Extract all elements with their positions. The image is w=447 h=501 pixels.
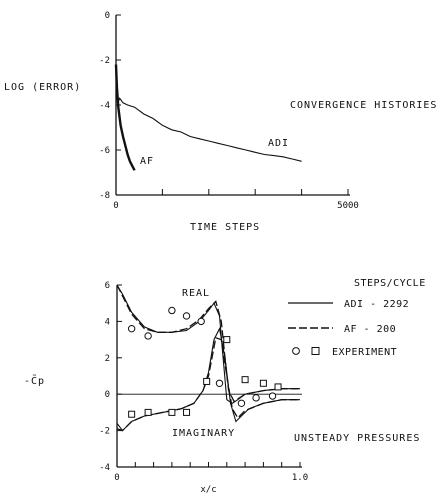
series-adi-label: ADI [268, 138, 289, 149]
y-tick-label: -4 [99, 463, 110, 473]
experiment-real-point [252, 394, 260, 402]
y-tick-label: -2 [99, 427, 110, 437]
experiment-imaginary-point [144, 408, 152, 416]
experiment-imaginary-point [241, 376, 249, 384]
x-tick-label: 0 [114, 473, 119, 483]
x-axis-label: x/c [200, 485, 216, 495]
experiment-real-point [144, 332, 152, 340]
legend-experiment-label: EXPERIMENT [332, 347, 397, 358]
x-axis-label: TIME STEPS [190, 222, 260, 233]
y-tick-label: 4 [105, 317, 110, 327]
x-tick-label: 0 [113, 201, 118, 211]
y-tick-label: -6 [99, 146, 110, 156]
adi-real-line [116, 284, 300, 404]
chart-title: UNSTEADY PRESSURES [294, 433, 420, 444]
legend-circle-marker [292, 347, 300, 355]
y-tick-label: 2 [105, 354, 110, 364]
experiment-imaginary-point [259, 379, 267, 387]
af-imaginary-line [116, 336, 300, 432]
y-tick-label: -8 [99, 191, 110, 201]
experiment-real-point [127, 324, 136, 333]
y-axis-label: LOG (ERROR) [4, 82, 81, 93]
experiment-real-point [268, 392, 277, 400]
af-real-line [116, 284, 300, 403]
legend-title: STEPS/CYCLE [354, 278, 426, 289]
experiment-imaginary-point [274, 383, 282, 391]
experiment-real-point [182, 312, 191, 320]
real-label: REAL [182, 288, 210, 299]
imaginary-label: IMAGINARY [172, 428, 235, 439]
experiment-real-point [215, 379, 224, 387]
experiment-imaginary-point [203, 377, 211, 385]
y-axis-label: -C̃p [24, 373, 45, 387]
experiment-imaginary-point [223, 336, 231, 344]
series-af-line [114, 64, 136, 171]
y-tick-label: 6 [105, 281, 110, 291]
y-tick-label: 0 [105, 390, 110, 400]
y-tick-label: -4 [99, 101, 110, 111]
experiment-real-point [168, 306, 176, 315]
experiment-real-point [237, 399, 246, 407]
series-af-label: AF [140, 156, 154, 167]
experiment-imaginary-point [168, 408, 176, 416]
chart-title: CONVERGENCE HISTORIES [290, 100, 437, 111]
y-tick-label: 0 [105, 11, 110, 21]
x-tick-label: 1.0 [292, 473, 308, 483]
legend-adi-label: ADI - 2292 [344, 299, 409, 310]
x-tick-label: 5000 [337, 201, 359, 211]
experiment-imaginary-point [183, 408, 191, 416]
pressure-chart: 6 4 2 0 -2 -4 0 1.0 REAL IMAGINARY STEPS/CYCLE ADI … [24, 278, 426, 495]
experiment-real-point [197, 317, 205, 326]
legend-square-marker [311, 347, 320, 355]
series-adi-line [115, 77, 302, 162]
y-tick-label: -2 [99, 56, 110, 66]
experiment-imaginary-point [128, 410, 136, 418]
legend-af-label: AF - 200 [344, 324, 396, 335]
